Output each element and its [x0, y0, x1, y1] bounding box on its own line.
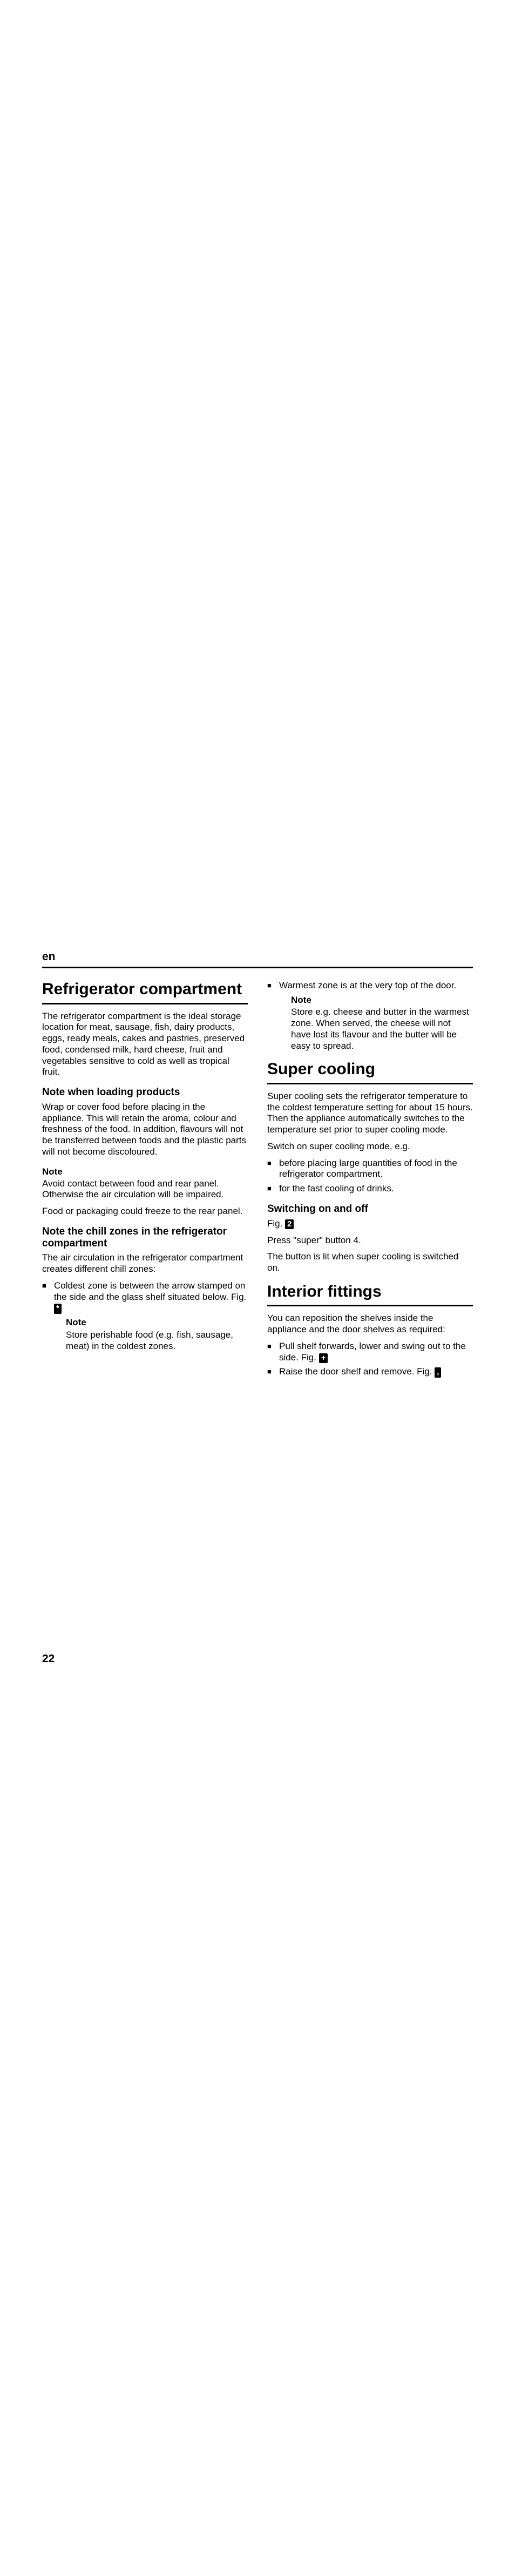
two-column-layout: Refrigerator compartment The refrigerato…: [42, 980, 473, 1386]
switch-p3: The button is lit when super cooling is …: [267, 1251, 473, 1273]
fit-bullet-list: Pull shelf forwards, lower and swing out…: [267, 1341, 473, 1378]
super-bullet-1: before placing large quantities of food …: [267, 1158, 473, 1180]
switch-fig-line: Fig. 2: [267, 1218, 473, 1230]
left-column: Refrigerator compartment The refrigerato…: [42, 980, 248, 1386]
warm-note-text: Store e.g. cheese and butter in the warm…: [291, 1007, 473, 1051]
loading-paragraph: Wrap or cover food before placing in the…: [42, 1102, 248, 1158]
figure-ref: +: [319, 1353, 328, 1363]
section-title-interior-fittings: Interior fittings: [267, 1283, 473, 1307]
chill-intro: The air circulation in the refrigerator …: [42, 1252, 248, 1274]
figure-ref: *: [54, 1304, 62, 1313]
super-p2: Switch on super cooling mode, e.g.: [267, 1141, 473, 1152]
warm-bullet: Warmest zone is at the very top of the d…: [267, 980, 473, 1051]
chill-bullet-list: Coldest zone is between the arrow stampe…: [42, 1280, 248, 1352]
figure-ref: 2: [285, 1219, 294, 1229]
intro-paragraph: The refrigerator compartment is the idea…: [42, 1011, 248, 1078]
heading-switching: Switching on and off: [267, 1203, 473, 1215]
heading-loading: Note when loading products: [42, 1087, 248, 1098]
fit-bullet-1-text: Pull shelf forwards, lower and swing out…: [279, 1341, 466, 1363]
super-bullet-2: for the fast cooling of drinks.: [267, 1183, 473, 1195]
section-title-super-cooling: Super cooling: [267, 1060, 473, 1084]
note-1-text: Avoid contact between food and rear pane…: [42, 1178, 248, 1201]
chill-bullet-coldest: Coldest zone is between the arrow stampe…: [42, 1280, 248, 1352]
right-column: Warmest zone is at the very top of the d…: [267, 980, 473, 1386]
page-number: 22: [42, 1653, 55, 1665]
note-label-1: Note: [42, 1166, 248, 1177]
warm-note-label: Note: [291, 995, 473, 1006]
section-title-refrigerator: Refrigerator compartment: [42, 980, 248, 1004]
fit-bullet-1: Pull shelf forwards, lower and swing out…: [267, 1341, 473, 1363]
warm-bullet-text: Warmest zone is at the very top of the d…: [279, 980, 456, 990]
chill-bullet-text: Coldest zone is between the arrow stampe…: [54, 1280, 246, 1302]
switch-fig-text: Fig.: [267, 1218, 285, 1229]
heading-chill-zones: Note the chill zones in the refrigerator…: [42, 1226, 248, 1250]
fit-bullet-2: Raise the door shelf and remove. Fig. ,: [267, 1366, 473, 1378]
note-1-text-2: Food or packaging could freeze to the re…: [42, 1206, 248, 1217]
note-label-2: Note: [66, 1317, 248, 1329]
note-2-text: Store perishable food (e.g. fish, sausag…: [66, 1330, 248, 1352]
fit-bullet-2-text: Raise the door shelf and remove. Fig.: [279, 1366, 435, 1377]
super-bullet-list: before placing large quantities of food …: [267, 1158, 473, 1195]
language-header: en: [42, 950, 473, 968]
warm-bullet-list: Warmest zone is at the very top of the d…: [267, 980, 473, 1051]
switch-p2: Press "super" button 4.: [267, 1235, 473, 1246]
fit-intro: You can reposition the shelves inside th…: [267, 1313, 473, 1335]
figure-ref: ,: [435, 1367, 441, 1377]
super-p1: Super cooling sets the refrigerator temp…: [267, 1091, 473, 1136]
